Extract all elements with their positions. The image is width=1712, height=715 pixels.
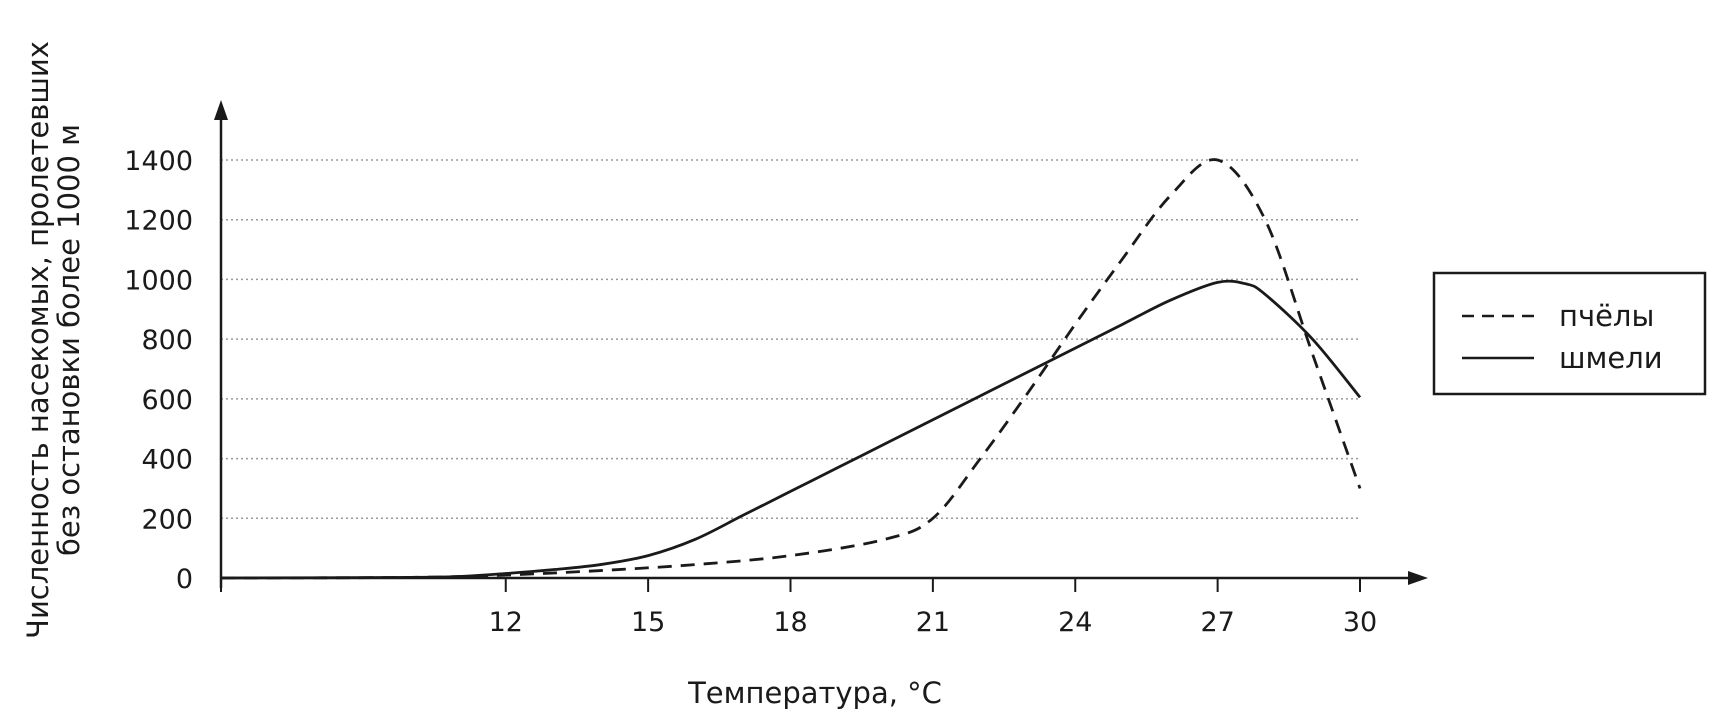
y-tick-label: 0 [176, 564, 193, 595]
y-axis-arrow [214, 100, 228, 120]
axis-titles: Температура, °C Численность насекомых, п… [21, 41, 942, 710]
legend-label-bumblebees: шмели [1559, 341, 1663, 375]
series-line-bees [220, 158, 1362, 580]
ticks: 0 200 400 600 800 1000 1200 1400 12 15 18 21 24 27 30 [124, 146, 1377, 638]
x-tick-label: 12 [489, 607, 523, 638]
legend-box [1432, 271, 1707, 396]
axes [214, 100, 1428, 588]
y-axis-title-line2: без остановки более 1000 м [52, 124, 86, 556]
y-tick-label: 600 [141, 385, 193, 416]
y-tick-label: 200 [141, 504, 193, 535]
x-axis-arrow [1408, 571, 1428, 585]
grid-lines [221, 159, 1360, 520]
x-tick-label: 21 [916, 607, 950, 638]
y-tick-label: 1400 [124, 146, 193, 177]
x-tick-label: 18 [773, 607, 807, 638]
y-axis-title-group: Численность насекомых, пролетевших без о… [21, 41, 86, 639]
x-tick-label: 27 [1200, 607, 1234, 638]
y-tick-label: 1200 [124, 206, 193, 237]
x-tick-label: 24 [1058, 607, 1092, 638]
x-axis-title: Температура, °C [687, 676, 942, 710]
series-line-bumblebees [220, 279, 1362, 580]
plot-area [220, 158, 1362, 580]
legend: пчёлы шмели [1432, 271, 1707, 396]
y-axis-title-line1: Численность насекомых, пролетевших [21, 41, 55, 639]
y-tick-label: 1000 [124, 265, 193, 296]
x-tick-label: 15 [631, 607, 665, 638]
y-tick-label: 800 [141, 325, 193, 356]
legend-label-bees: пчёлы [1559, 299, 1654, 333]
y-tick-label: 400 [141, 445, 193, 476]
x-tick-label: 30 [1343, 607, 1377, 638]
